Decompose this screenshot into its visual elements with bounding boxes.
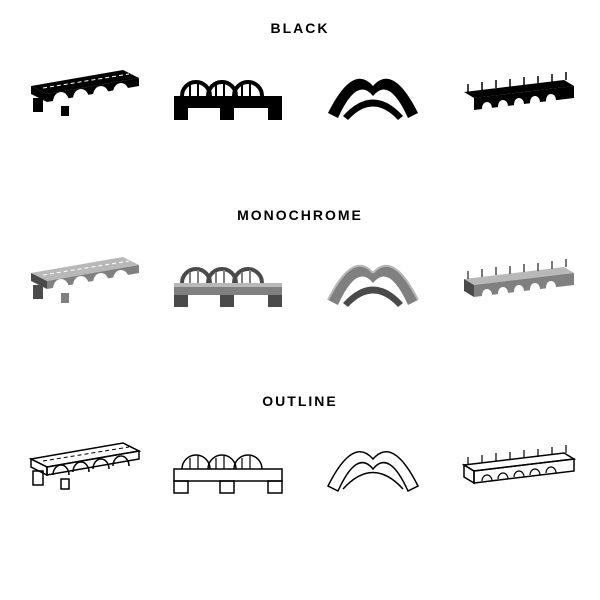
section-outline: OUTLINE	[10, 393, 590, 580]
icon-row-monochrome	[10, 235, 590, 325]
icon-row-black	[10, 48, 590, 138]
section-title: BLACK	[271, 20, 330, 36]
bridge-arch-viaduct-icon	[18, 421, 148, 511]
bridge-humpback-icon	[308, 48, 438, 138]
section-title: OUTLINE	[262, 393, 337, 409]
bridge-arch-viaduct-icon	[18, 235, 148, 325]
bridge-arch-viaduct-icon	[18, 48, 148, 138]
bridge-stone-arch-icon	[453, 235, 583, 325]
bridge-truss-arch-icon	[163, 421, 293, 511]
section-monochrome: MONOCHROME	[10, 207, 590, 394]
bridge-truss-arch-icon	[163, 235, 293, 325]
icon-row-outline	[10, 421, 590, 511]
bridge-humpback-icon	[308, 235, 438, 325]
bridge-truss-arch-icon	[163, 48, 293, 138]
bridge-stone-arch-icon	[453, 48, 583, 138]
bridge-humpback-icon	[308, 421, 438, 511]
section-title: MONOCHROME	[237, 207, 363, 223]
bridge-stone-arch-icon	[453, 421, 583, 511]
section-black: BLACK	[10, 20, 590, 207]
